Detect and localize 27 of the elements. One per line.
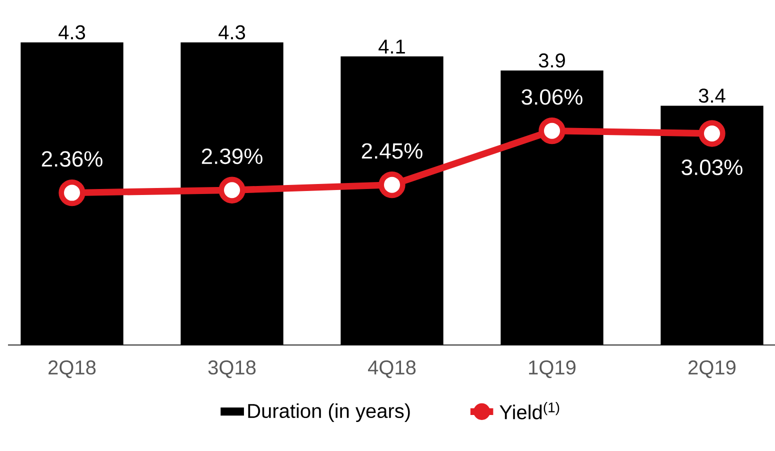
x-tick-label: 4Q18 — [368, 360, 416, 378]
data-label: 4.1 — [378, 40, 405, 54]
bar — [340, 56, 444, 345]
bar — [180, 42, 284, 345]
x-tick-label: 3Q18 — [208, 360, 256, 378]
point — [378, 171, 406, 198]
bar — [500, 70, 604, 345]
legend-label: Yield$^{(1)}$ — [500, 402, 560, 420]
data-label: 3.03% — [682, 160, 742, 176]
data-label: 4.3 — [218, 25, 246, 40]
x-tick-label: 1Q19 — [529, 360, 576, 378]
bar — [20, 42, 124, 345]
data-label: 3.9 — [538, 53, 565, 68]
point — [698, 120, 726, 147]
data-label: 2.45% — [362, 143, 422, 159]
point — [538, 117, 566, 144]
x-tick-label: 2Q18 — [48, 360, 96, 378]
bar — [660, 106, 764, 345]
x-tick-label: 2Q19 — [688, 360, 736, 378]
point — [58, 179, 86, 206]
data-label: 2.39% — [202, 148, 262, 164]
data-label: 4.3 — [58, 25, 86, 40]
legend-label: Duration (in years) — [248, 403, 410, 422]
data-label: 3.4 — [698, 88, 726, 103]
point — [218, 176, 246, 204]
data-label: 2.36% — [42, 151, 102, 167]
data-label: 3.06% — [522, 89, 582, 105]
